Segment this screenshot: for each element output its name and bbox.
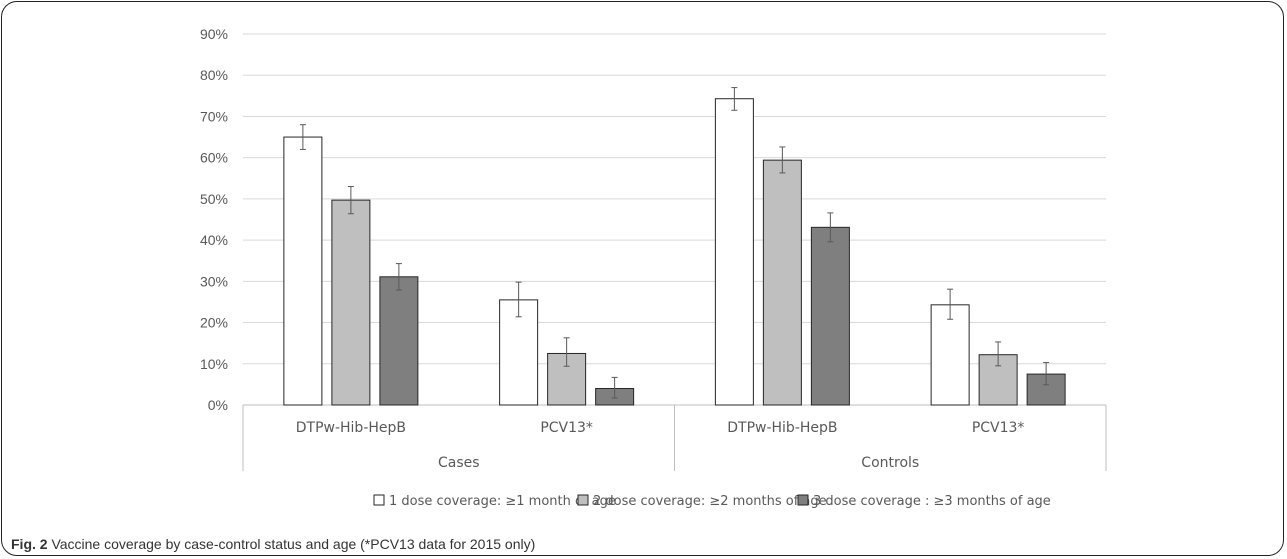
y-tick-label: 60% bbox=[200, 150, 228, 166]
figure-caption-text: Vaccine coverage by case-control status … bbox=[47, 536, 536, 552]
y-tick-label: 90% bbox=[200, 26, 228, 42]
legend-label: 3 dose coverage : ≥3 months of age bbox=[813, 494, 1051, 509]
x-tick-label: PCV13* bbox=[540, 420, 593, 436]
legend-swatch bbox=[373, 494, 385, 506]
bar bbox=[810, 226, 850, 406]
bar bbox=[331, 199, 371, 406]
legend-label: 2 dose coverage: ≥2 months of age bbox=[593, 494, 827, 509]
y-tick-label: 50% bbox=[200, 191, 228, 207]
figure-label: Fig. 2 bbox=[11, 536, 48, 552]
bar bbox=[762, 159, 802, 406]
legend-swatch bbox=[797, 494, 809, 506]
y-tick-label: 80% bbox=[200, 67, 228, 83]
group-label: Cases bbox=[438, 455, 480, 471]
y-tick-label: 70% bbox=[200, 108, 228, 124]
y-tick-label: 30% bbox=[200, 273, 228, 289]
x-tick-label: PCV13* bbox=[972, 420, 1025, 436]
bar-chart: 0% 10% 20% 30% 40% 50% 60% 70% 80% 90% DTPw-Hib-He… bbox=[200, 26, 1107, 509]
y-tick-label: 20% bbox=[200, 315, 228, 331]
figure-caption: Fig. 2 Vaccine coverage by case-control … bbox=[11, 536, 535, 552]
bar bbox=[283, 136, 323, 406]
bar bbox=[499, 299, 539, 406]
y-tick-label: 10% bbox=[200, 356, 228, 372]
legend-label: 1 dose coverage: ≥1 month of age bbox=[389, 494, 616, 509]
group-label: Controls bbox=[861, 455, 919, 471]
x-tick-label: DTPw-Hib-HepB bbox=[296, 420, 406, 436]
x-tick-label: DTPw-Hib-HepB bbox=[727, 420, 837, 436]
legend-swatch bbox=[577, 494, 589, 506]
bar bbox=[714, 98, 754, 406]
bar bbox=[930, 304, 970, 406]
bar bbox=[379, 276, 419, 406]
y-tick-label: 0% bbox=[208, 397, 228, 413]
y-tick-label: 40% bbox=[200, 232, 228, 248]
